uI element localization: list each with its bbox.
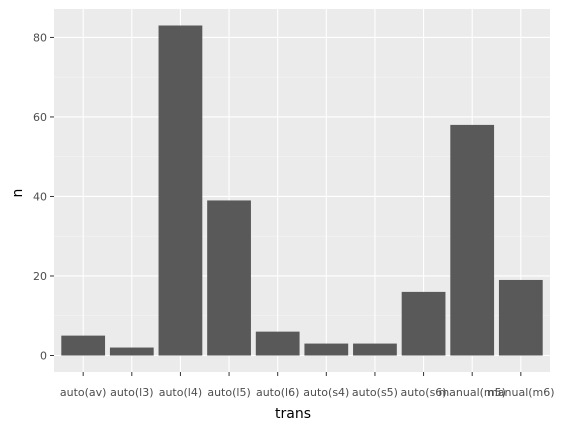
x-tick-label: auto(l4) <box>159 386 202 399</box>
x-tick-label: auto(s6) <box>401 386 447 399</box>
y-tick-label: 0 <box>40 350 47 363</box>
bar-auto(l5) <box>207 200 251 356</box>
x-axis: auto(av) auto(l3) auto(l4) auto(l5) auto(l6)… <box>60 372 555 399</box>
bar-auto(av) <box>61 335 106 356</box>
bars <box>61 25 543 356</box>
bar-auto(l6) <box>255 331 300 356</box>
bar-auto(l3) <box>109 347 154 356</box>
bar-auto(l4) <box>158 25 203 356</box>
y-axis: 0 20 40 60 80 <box>33 31 54 363</box>
x-tick-label: manual(m6) <box>487 386 555 399</box>
y-tick-label: 80 <box>33 31 47 44</box>
x-axis-title: trans <box>275 406 311 422</box>
x-tick-label: auto(l3) <box>110 386 153 399</box>
x-tick-label: auto(s5) <box>352 386 398 399</box>
x-tick-label: auto(av) <box>60 386 107 399</box>
bar-auto(s5) <box>353 343 397 356</box>
x-tick-label: manual(m5) <box>438 386 506 399</box>
y-tick-label: 40 <box>33 190 47 203</box>
x-tick-label: auto(l6) <box>256 386 299 399</box>
y-axis-title: n <box>10 189 26 198</box>
bar-manual(m5) <box>450 124 495 356</box>
x-tick-label: auto(s4) <box>303 386 349 399</box>
bar-manual(m6) <box>498 279 543 356</box>
bar-auto(s4) <box>304 343 349 356</box>
x-tick-label: auto(l5) <box>207 386 250 399</box>
bar-auto(s6) <box>401 291 446 356</box>
y-tick-label: 20 <box>33 270 47 283</box>
y-tick-label: 60 <box>33 111 47 124</box>
